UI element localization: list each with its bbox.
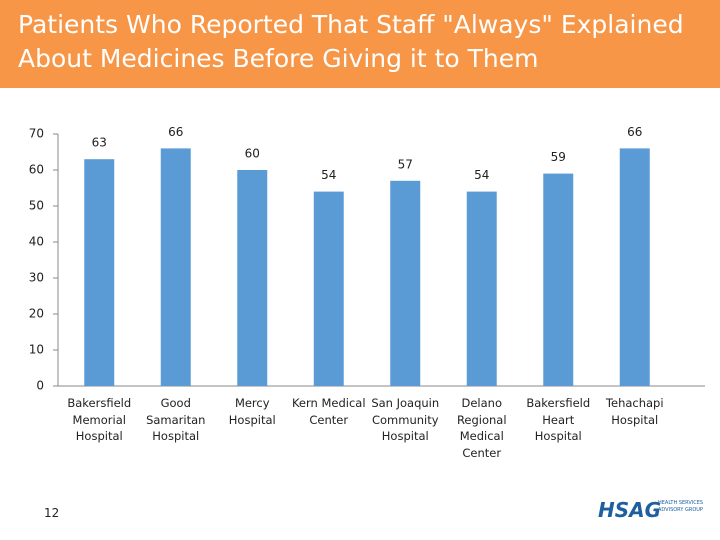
slide-title: Patients Who Reported That Staff "Always… xyxy=(18,10,684,73)
data-label: 60 xyxy=(245,147,260,161)
bar xyxy=(619,148,650,386)
x-tick-label: Bakersfield Heart Hospital xyxy=(526,396,591,443)
y-tick-label: 30 xyxy=(29,271,44,285)
y-tick-label: 20 xyxy=(29,307,44,321)
bar xyxy=(160,148,191,386)
bar xyxy=(84,159,115,386)
y-tick-label: 10 xyxy=(29,343,44,357)
data-label: 54 xyxy=(321,168,336,182)
logo-subtitle: HEALTH SERVICES ADVISORY GROUP xyxy=(658,500,704,513)
title-bar xyxy=(0,0,720,88)
y-tick-label: 0 xyxy=(36,379,44,393)
data-label: 66 xyxy=(627,125,642,139)
bar xyxy=(313,191,344,386)
x-tick-label: Mercy Hospital xyxy=(228,396,276,427)
x-tick-label: Good Samaritan Hospital xyxy=(146,396,206,443)
y-tick-label: 70 xyxy=(29,127,44,141)
y-tick-label: 60 xyxy=(29,163,44,177)
logo: HSAG HEALTH SERVICES ADVISORY GROUP xyxy=(598,494,708,530)
bar xyxy=(466,191,497,386)
data-label: 59 xyxy=(551,150,566,164)
page-number: 12 xyxy=(44,506,60,520)
data-label: 57 xyxy=(398,157,413,171)
y-tick-label: 40 xyxy=(29,235,44,249)
data-label: 63 xyxy=(92,136,107,150)
x-tick-label: Bakersfield Memorial Hospital xyxy=(67,396,132,443)
bar xyxy=(390,180,421,386)
y-tick-label: 50 xyxy=(29,199,44,213)
x-tick-label: Delano Regional Medical Center xyxy=(456,396,507,460)
x-tick-label: Tehachapi Hospital xyxy=(605,396,664,427)
logo-text: HSAG xyxy=(598,498,662,522)
x-tick-label: San Joaquin Community Hospital xyxy=(371,396,440,443)
data-label: 66 xyxy=(168,125,183,139)
x-tick-label: Kern Medical Center xyxy=(291,396,366,427)
bar xyxy=(543,173,574,386)
bar xyxy=(237,170,268,386)
data-label: 54 xyxy=(474,168,489,182)
